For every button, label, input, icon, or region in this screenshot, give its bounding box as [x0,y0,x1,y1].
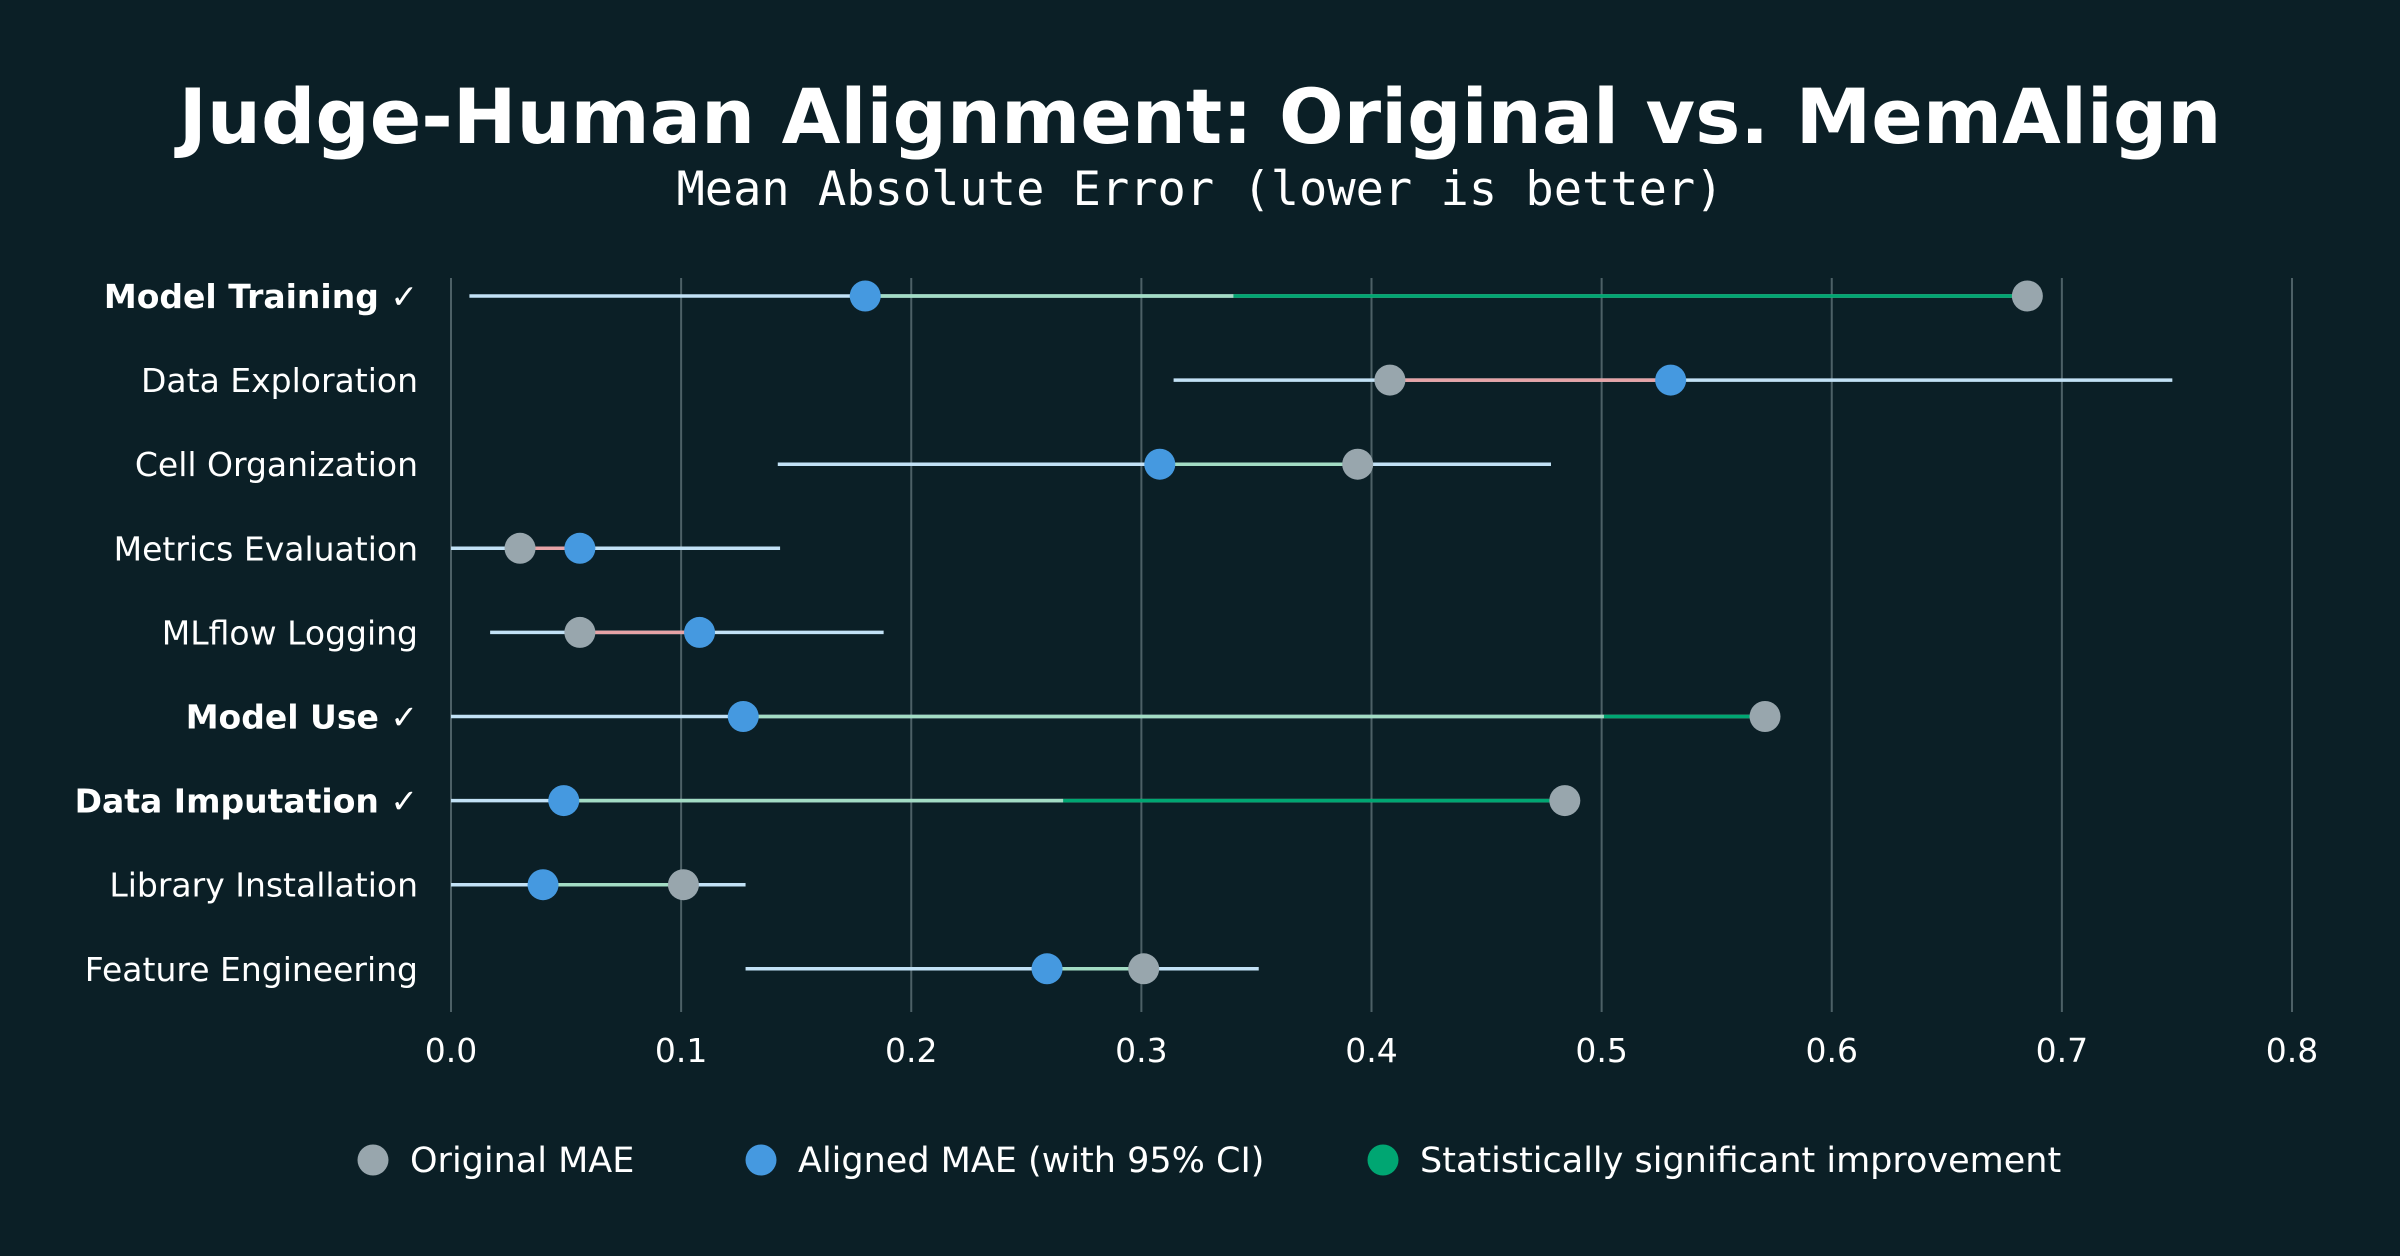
row-4 [451,532,781,564]
aligned-mae-point [849,280,881,312]
category-labels: Model Training ✓ Data Exploration Cell Org… [75,277,418,989]
category-label: Cell Organization [135,445,418,484]
category-label: Model Use ✓ [186,698,418,737]
chart-subtitle: Mean Absolute Error (lower is better) [677,162,1724,217]
x-tick-label: 0.3 [1115,1031,1167,1070]
aligned-mae-point [1144,448,1176,480]
x-tick-label: 0.8 [2266,1031,2318,1070]
chart-title: Judge-Human Alignment: Original vs. MemA… [174,72,2222,161]
aligned-mae-point [1031,953,1063,985]
category-label: Library Installation [109,866,418,905]
row-7 [451,785,1581,817]
aligned-mae-point [727,701,759,732]
legend: Original MAE Aligned MAE (with 95% CI) Sta… [357,1141,2061,1181]
original-mae-point [1128,953,1160,985]
x-tick-label: 0.4 [1345,1031,1397,1070]
original-mae-point [667,869,699,901]
original-mae-point [2011,280,2043,312]
aligned-mae-point [548,785,580,817]
x-gridlines [450,278,2293,1012]
original-mae-point [1549,785,1581,817]
category-label: Metrics Evaluation [114,529,418,568]
original-mae-point [564,616,596,648]
row-5 [490,616,884,648]
x-tick-label: 0.5 [1575,1031,1627,1070]
legend-marker [745,1144,777,1176]
original-mae-point [504,532,536,564]
legend-marker [1367,1144,1399,1176]
row-1 [469,280,2043,312]
aligned-mae-point [564,532,596,564]
legend-label: Aligned MAE (with 95% CI) [798,1141,1264,1181]
category-label: MLflow Logging [162,613,418,652]
x-axis-tick-labels: 0.0 0.1 0.2 0.3 0.4 0.5 0.6 0.7 0.8 [425,1031,2318,1070]
legend-label: Statistically significant improvement [1420,1141,2061,1181]
x-tick-label: 0.0 [425,1031,477,1070]
original-mae-point [1749,701,1781,732]
row-9 [745,953,1259,985]
legend-item-original: Original MAE [357,1141,634,1181]
original-mae-point [1342,448,1374,480]
plot-rows [451,280,2173,985]
category-label: Model Training ✓ [104,277,418,316]
aligned-mae-point [684,616,716,648]
legend-item-aligned: Aligned MAE (with 95% CI) [745,1141,1264,1181]
row-6 [451,701,1781,732]
aligned-mae-point [527,869,559,901]
category-label: Data Exploration [141,361,418,400]
original-mae-point [1374,364,1406,396]
x-tick-label: 0.2 [885,1031,937,1070]
aligned-mae-point [1655,364,1687,396]
x-tick-label: 0.7 [2036,1031,2088,1070]
row-8 [451,869,746,901]
legend-marker [357,1144,389,1176]
category-label: Feature Engineering [85,950,418,989]
legend-item-significant: Statistically significant improvement [1367,1141,2061,1181]
x-tick-label: 0.1 [655,1031,707,1070]
row-2 [1173,364,2173,396]
x-tick-label: 0.6 [1806,1031,1858,1070]
category-label: Data Imputation ✓ [75,782,418,821]
row-3 [777,448,1551,480]
legend-label: Original MAE [410,1141,634,1181]
